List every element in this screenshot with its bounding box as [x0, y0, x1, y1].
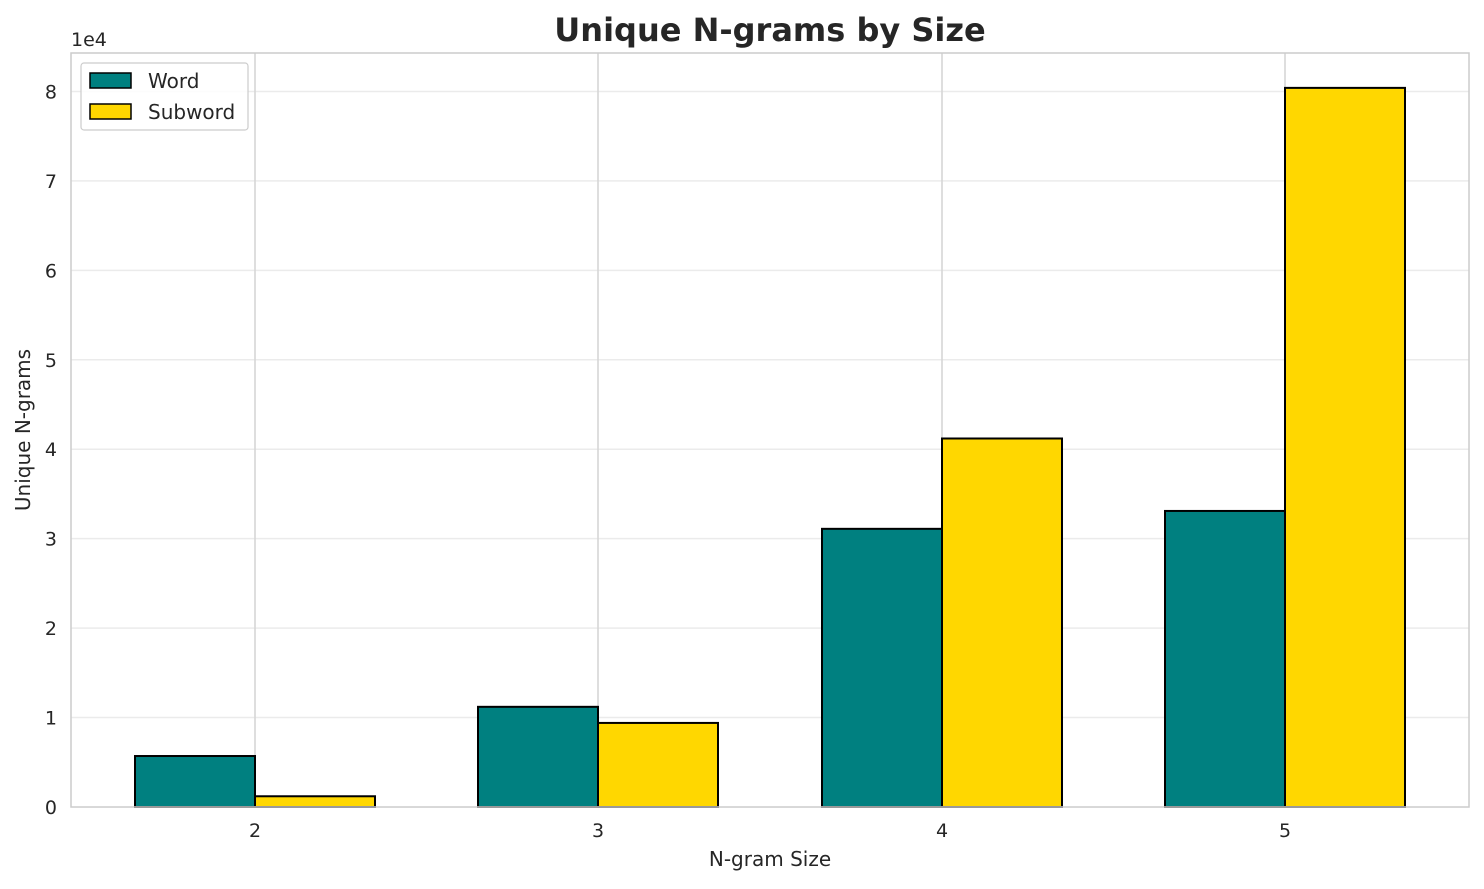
y-tick-label: 6	[45, 260, 57, 282]
y-tick-label: 2	[45, 618, 57, 640]
y-tick-label: 8	[45, 81, 57, 103]
bar-word-2	[134, 755, 256, 809]
y-tick-label: 7	[45, 171, 57, 193]
legend-swatch-word	[89, 72, 132, 89]
legend: Word Subword	[80, 62, 249, 131]
bar-word-4	[821, 527, 943, 808]
x-tick-label: 4	[936, 820, 948, 842]
legend-label-word: Word	[148, 69, 199, 93]
legend-swatch-subword	[89, 103, 132, 120]
bar-subword-3	[597, 721, 719, 808]
y-axis-label: Unique N-grams	[11, 349, 35, 511]
chart-title: Unique N-grams by Size	[554, 11, 985, 49]
plot-frame	[70, 52, 1470, 808]
x-tick-label: 5	[1279, 820, 1291, 842]
x-axis-label: N-gram Size	[709, 847, 831, 871]
x-tick-label: 3	[592, 820, 604, 842]
legend-label-subword: Subword	[148, 100, 235, 124]
bars-layer	[134, 86, 1406, 809]
bar-subword-4	[941, 437, 1063, 808]
bar-word-3	[477, 705, 599, 809]
y-tick-label: 3	[45, 529, 57, 551]
y-tick-label: 4	[45, 439, 57, 461]
y-offset-label: 1e4	[71, 29, 107, 51]
y-tick-label: 1	[45, 708, 57, 730]
y-tick-label: 5	[45, 350, 57, 372]
y-tick-label: 0	[45, 797, 57, 819]
x-tick-label: 2	[249, 820, 261, 842]
bar-subword-5	[1284, 86, 1406, 808]
ticks-layer: 0 1 2 3 4 5 6 7 8 2 3 4 5	[45, 81, 1291, 842]
bar-word-5	[1164, 509, 1286, 808]
bar-subword-2	[254, 795, 376, 809]
